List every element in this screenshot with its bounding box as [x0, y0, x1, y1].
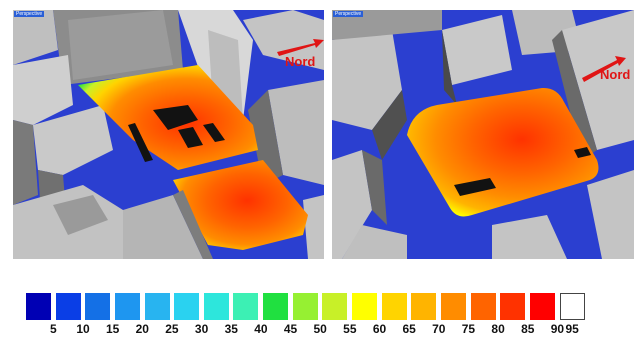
- legend-swatch: [322, 293, 348, 320]
- opening-2: [574, 147, 591, 158]
- north-arrow-icon: [582, 56, 626, 82]
- legend-tick-label: 80: [491, 322, 505, 336]
- legend-swatch: [26, 293, 51, 320]
- legend-swatch: [263, 293, 289, 320]
- opening-2: [178, 127, 203, 148]
- legend-swatch: [292, 293, 318, 320]
- left-scene: [13, 10, 324, 259]
- legend-tick-label: 20: [135, 322, 149, 336]
- opening-4: [128, 123, 153, 162]
- building-bottom-right: [587, 170, 634, 259]
- opening-3: [203, 123, 225, 142]
- legend-tick-label: 40: [254, 322, 268, 336]
- north-label: Nord: [285, 54, 316, 69]
- north-label: Nord: [600, 67, 631, 82]
- building-top-center-side: [442, 30, 457, 105]
- legend-tick-label: 90: [550, 322, 565, 336]
- legend-swatches: [26, 293, 589, 320]
- legend-swatch: [470, 293, 496, 320]
- building-right-lower: [303, 195, 324, 259]
- legend-tick-label: 45: [283, 322, 298, 336]
- legend-tick-label: 25: [165, 322, 179, 336]
- legend-tick-label: 15: [105, 322, 120, 336]
- legend-tick-label: 35: [224, 322, 238, 336]
- legend-tick-label: 10: [76, 322, 90, 336]
- color-scale-legend: 5 10 15 20 25 30 35 40 45 50 55 60 65 70 75 80 85 90 95: [26, 293, 622, 336]
- legend-tick-label: 30: [194, 322, 209, 336]
- legend-swatch: [381, 293, 407, 320]
- legend-tick-label: 95: [565, 322, 579, 336]
- building-bottom-left: [332, 150, 372, 259]
- legend-swatch: [144, 293, 170, 320]
- legend-swatch: [559, 293, 585, 320]
- opening-1: [454, 178, 496, 196]
- building-right-side: [248, 90, 283, 185]
- building-left-mid: [33, 105, 113, 175]
- building-facade: [68, 10, 173, 80]
- building-foreground-side: [173, 190, 213, 259]
- legend-swatch: [174, 293, 200, 320]
- legend-swatch: [529, 293, 555, 320]
- heatmap-square-lower: [173, 160, 308, 250]
- viewport-label[interactable]: Perspective: [14, 11, 45, 17]
- legend-tick-label: 50: [313, 322, 327, 336]
- legend-swatch: [203, 293, 229, 320]
- legend-tick-label: 5: [50, 322, 57, 336]
- north-arrow-icon: [277, 39, 324, 56]
- left-perspective-viewport[interactable]: Perspective Nord: [13, 10, 324, 259]
- building-far-right: [243, 10, 324, 70]
- right-scene: [332, 10, 634, 259]
- legend-swatch: [352, 293, 378, 320]
- building-bottom-left-front: [332, 225, 407, 259]
- legend-swatch: [411, 293, 437, 320]
- courtyard: [53, 195, 108, 235]
- legend-tick-label: 65: [402, 322, 416, 336]
- right-perspective-viewport[interactable]: Perspective Nord: [332, 10, 634, 259]
- legend-tick-label: 70: [432, 322, 446, 336]
- building-top-center: [442, 15, 512, 85]
- legend-tick-label: 75: [461, 322, 476, 336]
- legend-ticks: 5 10 15 20 25 30 35 40 45 50 55 60 65 70 75 80 85 90 95: [26, 322, 622, 336]
- building-left-side: [13, 120, 38, 205]
- building-bottom-center: [492, 215, 567, 259]
- legend-swatch: [500, 293, 526, 320]
- legend-tick-label: 85: [521, 322, 535, 336]
- building-bottom-left-side: [362, 150, 387, 225]
- building-corner-left: [13, 10, 58, 65]
- opening-1: [153, 105, 198, 130]
- legend-swatch: [114, 293, 140, 320]
- building-top-left-side: [372, 90, 407, 160]
- legend-swatch: [233, 293, 259, 320]
- legend-tick-label: 55: [343, 322, 357, 336]
- viewport-label[interactable]: Perspective: [333, 11, 364, 17]
- heatmap-square: [407, 87, 599, 217]
- legend-swatch: [85, 293, 111, 320]
- building-foreground: [123, 195, 203, 259]
- building-top-right: [562, 10, 634, 150]
- building-top-left: [332, 30, 402, 130]
- building-right-upper: [268, 80, 324, 185]
- building-background: [332, 10, 442, 40]
- building-top-right-side: [552, 30, 597, 160]
- legend-swatch: [55, 293, 81, 320]
- legend-tick-label: 60: [372, 322, 387, 336]
- legend-swatch: [440, 293, 466, 320]
- building-left-upper: [13, 55, 73, 125]
